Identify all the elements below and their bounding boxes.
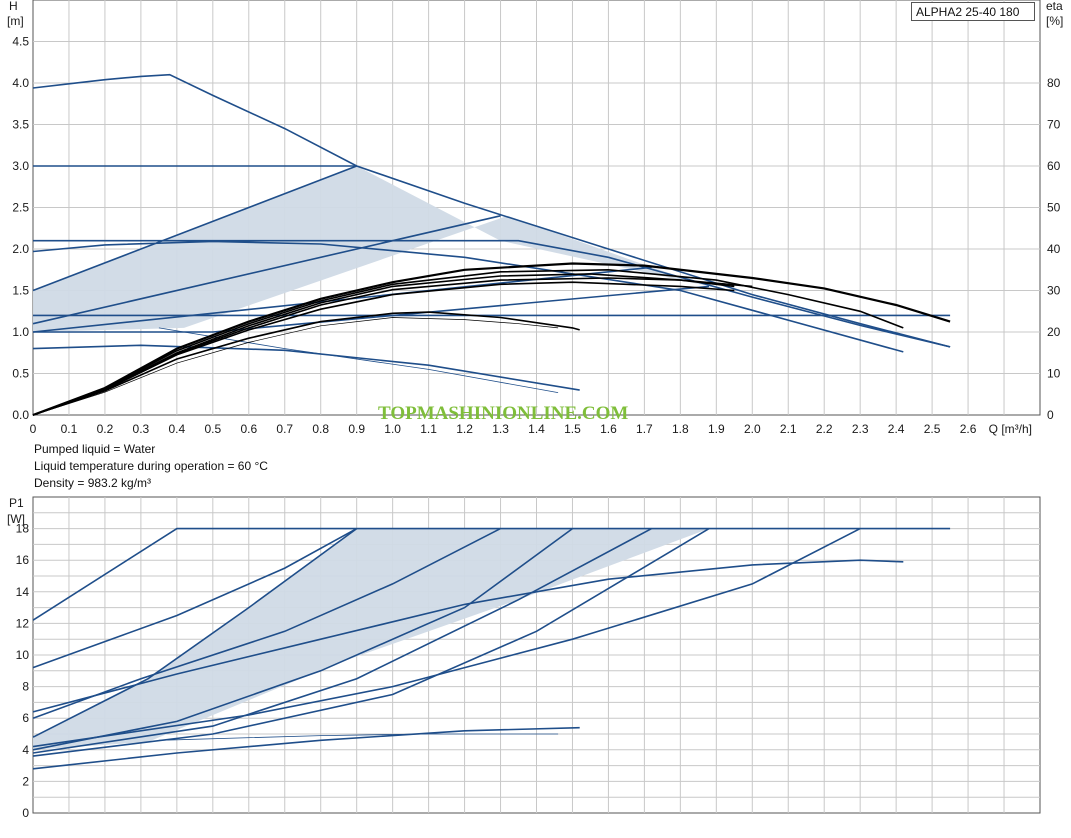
power-curve-7 bbox=[32, 527, 710, 757]
power-y-tick-label: 16 bbox=[16, 553, 30, 567]
head-y-axis-label: H bbox=[9, 0, 18, 13]
x-tick-label: 2.6 bbox=[960, 422, 977, 436]
x-tick-label: 0 bbox=[30, 422, 37, 436]
head-curve-10 bbox=[32, 344, 580, 391]
info-pumped-liquid: Pumped liquid = Water bbox=[34, 442, 156, 456]
power-chart: 0 2 4 6 8 10 12 14 16 18 P1 [W] bbox=[7, 496, 1041, 820]
power-curve-10 bbox=[32, 726, 580, 770]
power-curve-8 bbox=[32, 527, 861, 748]
power-y-tick-label: 14 bbox=[16, 585, 30, 599]
eta-curve-7 bbox=[32, 317, 559, 416]
x-tick-label: 0.8 bbox=[312, 422, 329, 436]
head-curve-6 bbox=[32, 215, 501, 325]
x-tick-label: 1.7 bbox=[636, 422, 653, 436]
head-y-tick-label: 0.5 bbox=[12, 367, 29, 381]
head-y-tick-label: 4.5 bbox=[12, 35, 29, 49]
power-operating-region bbox=[33, 528, 710, 750]
x-tick-label: 0.1 bbox=[61, 422, 78, 436]
x-tick-label: 1.5 bbox=[564, 422, 581, 436]
power-curve-2 bbox=[32, 527, 358, 669]
power-y-tick-label: 6 bbox=[22, 711, 29, 725]
eta-y-tick-label: 70 bbox=[1047, 118, 1061, 132]
eta-curve-5 bbox=[32, 281, 735, 416]
power-curve-5 bbox=[32, 527, 573, 751]
x-tick-label: 1.4 bbox=[528, 422, 545, 436]
x-axis-label: Q [m³/h] bbox=[989, 422, 1032, 436]
x-tick-label: 1.9 bbox=[708, 422, 725, 436]
x-tick-label: 2.1 bbox=[780, 422, 797, 436]
x-tick-label: 2.5 bbox=[924, 422, 941, 436]
power-y-tick-label: 10 bbox=[16, 648, 30, 662]
x-tick-label: 1.0 bbox=[384, 422, 401, 436]
x-tick-label: 2.0 bbox=[744, 422, 761, 436]
eta-y-tick-label: 30 bbox=[1047, 284, 1061, 298]
head-y-tick-label: 4.0 bbox=[12, 76, 29, 90]
eta-y-tick-label: 40 bbox=[1047, 242, 1061, 256]
eta-y-tick-label: 80 bbox=[1047, 76, 1061, 90]
x-tick-label: 1.6 bbox=[600, 422, 617, 436]
x-tick-label: 1.3 bbox=[492, 422, 509, 436]
power-curve-1 bbox=[32, 527, 951, 621]
head-y-tick-label: 3.5 bbox=[12, 118, 29, 132]
head-y-axis-unit: [m] bbox=[7, 14, 24, 28]
head-y-tick-label: 1.0 bbox=[12, 325, 29, 339]
eta-y-tick-label: 50 bbox=[1047, 201, 1061, 215]
info-density: Density = 983.2 kg/m³ bbox=[34, 476, 152, 490]
head-y-tick-label: 0.0 bbox=[12, 408, 29, 422]
power-curve-3 bbox=[32, 527, 358, 738]
power-y-tick-label: 2 bbox=[22, 774, 29, 788]
model-label: ALPHA2 25-40 180 bbox=[911, 2, 1035, 21]
x-tick-label: 1.2 bbox=[456, 422, 473, 436]
info-liquid-temperature: Liquid temperature during operation = 60… bbox=[34, 459, 268, 473]
power-y-tick-label: 18 bbox=[16, 522, 30, 536]
eta-curve-2 bbox=[32, 268, 904, 416]
head-y-tick-label: 2.5 bbox=[12, 201, 29, 215]
x-tick-label: 0.6 bbox=[240, 422, 257, 436]
x-tick-label: 0.2 bbox=[97, 422, 114, 436]
x-tick-label: 0.5 bbox=[204, 422, 221, 436]
power-y-tick-label: 8 bbox=[22, 680, 29, 694]
x-tick-label: 0.3 bbox=[133, 422, 150, 436]
power-curve-6 bbox=[32, 527, 652, 754]
x-tick-label: 2.2 bbox=[816, 422, 833, 436]
power-curve-9 bbox=[32, 559, 904, 713]
head-y-tick-label: 3.0 bbox=[12, 159, 29, 173]
x-tick-label: 0.4 bbox=[169, 422, 186, 436]
eta-y-tick-label: 0 bbox=[1047, 408, 1054, 422]
head-chart: 0.0 0.5 1.0 1.5 2.0 2.5 3.0 3.5 4.0 4.5 H[m] 0 0.1 0.… bbox=[7, 0, 1063, 436]
power-curve-11 bbox=[158, 733, 559, 741]
eta-axis-unit: [%] bbox=[1046, 14, 1063, 28]
eta-axis-label: eta bbox=[1046, 0, 1063, 13]
x-tick-label: 2.4 bbox=[888, 422, 905, 436]
head-y-tick-label: 1.5 bbox=[12, 284, 29, 298]
power-curve-4 bbox=[32, 527, 501, 719]
watermark-text: TOPMASHINIONLINE.COM bbox=[378, 403, 629, 424]
eta-curve-4 bbox=[32, 277, 753, 416]
eta-y-tick-label: 20 bbox=[1047, 325, 1061, 339]
eta-curve-1 bbox=[32, 262, 951, 417]
eta-y-tick-label: 10 bbox=[1047, 367, 1061, 381]
power-y-axis-label: P1 bbox=[9, 496, 24, 510]
power-y-tick-label: 0 bbox=[22, 806, 29, 820]
x-tick-label: 2.3 bbox=[852, 422, 869, 436]
power-y-tick-label: 12 bbox=[16, 616, 30, 630]
x-tick-label: 0.7 bbox=[276, 422, 293, 436]
head-y-tick-label: 2.0 bbox=[12, 242, 29, 256]
x-tick-label: 0.9 bbox=[348, 422, 365, 436]
power-y-axis-unit: [W] bbox=[7, 512, 25, 526]
head-curve-1 bbox=[32, 73, 951, 348]
power-y-tick-label: 4 bbox=[22, 743, 29, 757]
head-curve-3 bbox=[32, 165, 357, 292]
x-tick-label: 1.8 bbox=[672, 422, 689, 436]
head-curve-5 bbox=[32, 240, 904, 353]
eta-y-tick-label: 60 bbox=[1047, 159, 1061, 173]
head-curve-8 bbox=[33, 285, 710, 333]
eta-curve-6 bbox=[32, 311, 580, 416]
x-tick-label: 1.1 bbox=[420, 422, 437, 436]
